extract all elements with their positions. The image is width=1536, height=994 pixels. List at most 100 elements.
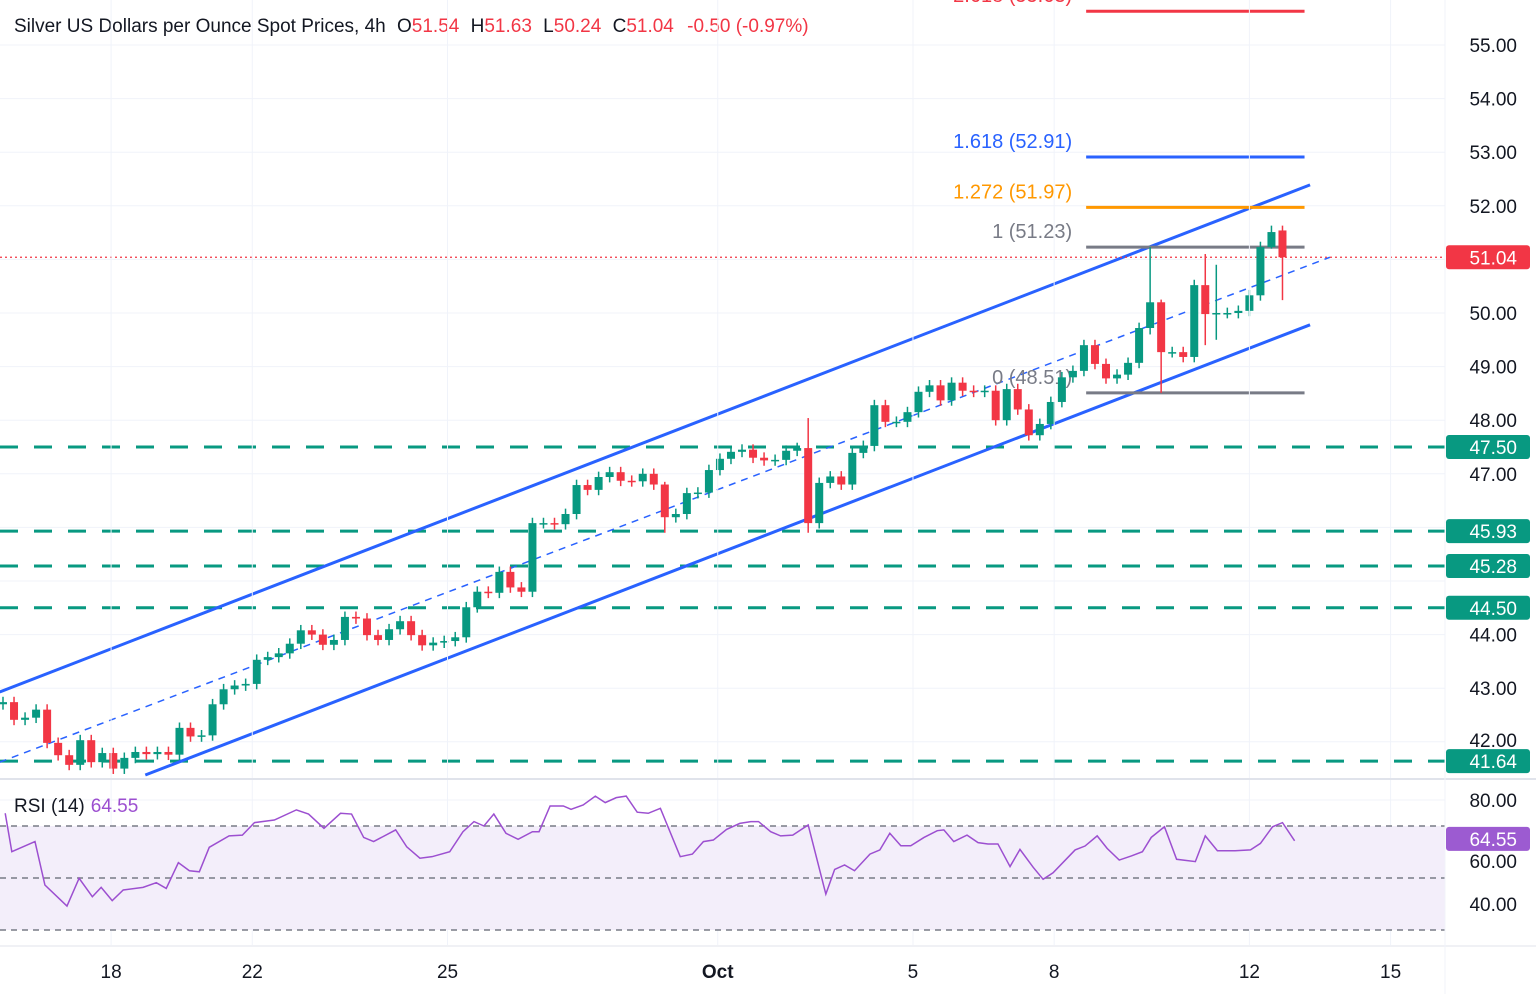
- candle-body: [329, 639, 338, 645]
- candle-body: [1024, 409, 1033, 436]
- candle-body: [285, 643, 294, 654]
- candle-body: [550, 523, 559, 525]
- candle-body: [1013, 389, 1022, 410]
- fib-level-label: 2.618 (55.63): [953, 0, 1072, 7]
- candle-body: [627, 480, 636, 483]
- time-tick-label: 8: [1049, 962, 1060, 983]
- candle: [1278, 225, 1287, 301]
- candle-body: [186, 727, 195, 737]
- candle-body: [572, 485, 581, 514]
- support-price-badge: 47.50: [1446, 435, 1530, 459]
- candle: [1124, 357, 1133, 380]
- candle-body: [594, 477, 603, 490]
- candle: [407, 615, 416, 641]
- candle: [285, 638, 294, 659]
- candle-body: [859, 445, 868, 453]
- candle-body: [517, 587, 526, 592]
- candle-body: [307, 630, 316, 635]
- candle: [429, 637, 438, 651]
- candle: [594, 471, 603, 496]
- candle: [539, 517, 548, 529]
- candle-body: [660, 484, 669, 518]
- candle: [517, 582, 526, 598]
- candle: [925, 380, 934, 398]
- channel-upper-line: [0, 183, 1311, 694]
- candle: [1113, 369, 1122, 384]
- candle-body: [1256, 247, 1265, 296]
- support-price-badge: 45.93: [1446, 519, 1530, 544]
- rsi-value-badge-bg: [1446, 826, 1530, 851]
- candle: [506, 566, 515, 593]
- candle-body: [1046, 401, 1055, 424]
- candle: [605, 466, 614, 483]
- candle-body: [1234, 310, 1243, 313]
- candle-body: [65, 755, 74, 765]
- candle-body: [969, 390, 978, 393]
- candle-body: [892, 421, 901, 424]
- candle-body: [881, 405, 890, 422]
- candle-body: [506, 571, 515, 588]
- support-price-badge-text: 44.50: [1469, 599, 1517, 620]
- candle-body: [837, 476, 846, 485]
- candle: [815, 477, 824, 529]
- candle: [947, 377, 956, 406]
- candle: [385, 623, 394, 646]
- candle-body: [142, 751, 151, 755]
- candle-body: [120, 757, 129, 769]
- candle: [528, 517, 537, 598]
- candle: [440, 635, 449, 648]
- candle: [10, 696, 19, 726]
- candle: [1057, 371, 1066, 408]
- high-label: H: [470, 16, 485, 37]
- candle: [65, 749, 74, 771]
- price-tick-label: 53.00: [1469, 143, 1517, 164]
- candle-body: [771, 459, 780, 462]
- candle: [153, 746, 162, 760]
- candle-body: [1057, 377, 1066, 402]
- fib-level-label: 1.272 (51.97): [953, 181, 1072, 203]
- support-price-badge-text: 45.93: [1469, 522, 1517, 543]
- candle-body: [1179, 352, 1188, 357]
- rsi-title: RSI (14): [14, 796, 85, 817]
- candle-body: [583, 485, 592, 490]
- candle: [495, 566, 504, 599]
- candle: [318, 629, 327, 651]
- candle-body: [815, 482, 824, 524]
- candle: [649, 468, 658, 490]
- candle-body: [704, 470, 713, 493]
- rsi-value-badge-text: 64.55: [1469, 830, 1517, 851]
- support-price-badge-bg: [1446, 553, 1530, 578]
- candle: [892, 416, 901, 428]
- last-price-badge-bg: [1446, 245, 1530, 270]
- candle-body: [1201, 285, 1210, 315]
- candle-body: [318, 634, 327, 645]
- price-tick-label: 43.00: [1469, 679, 1517, 700]
- candle: [219, 683, 228, 710]
- candle: [43, 704, 52, 749]
- candle: [837, 471, 846, 490]
- candle: [1201, 254, 1210, 346]
- price-tick-label: 55.00: [1469, 36, 1517, 57]
- candle: [0, 696, 7, 710]
- candle-body: [131, 751, 140, 758]
- rsi-band: [0, 826, 1445, 930]
- candle-body: [925, 385, 934, 392]
- candle-body: [263, 657, 272, 660]
- candle-body: [340, 616, 349, 640]
- fib-level-label: 1 (51.23): [992, 221, 1072, 243]
- candle: [87, 734, 96, 768]
- candle-body: [616, 472, 625, 481]
- candle: [21, 712, 30, 726]
- candle: [1179, 346, 1188, 363]
- rsi-legend: RSI (14) 64.55: [14, 796, 138, 818]
- candle: [1090, 339, 1099, 370]
- candle: [1013, 383, 1022, 415]
- candle: [484, 586, 493, 599]
- candle: [881, 399, 890, 428]
- rsi-value-badge: 64.55: [1446, 826, 1530, 851]
- candle: [241, 678, 250, 691]
- candle: [1212, 264, 1221, 340]
- candle: [760, 452, 769, 466]
- candle-body: [164, 751, 173, 755]
